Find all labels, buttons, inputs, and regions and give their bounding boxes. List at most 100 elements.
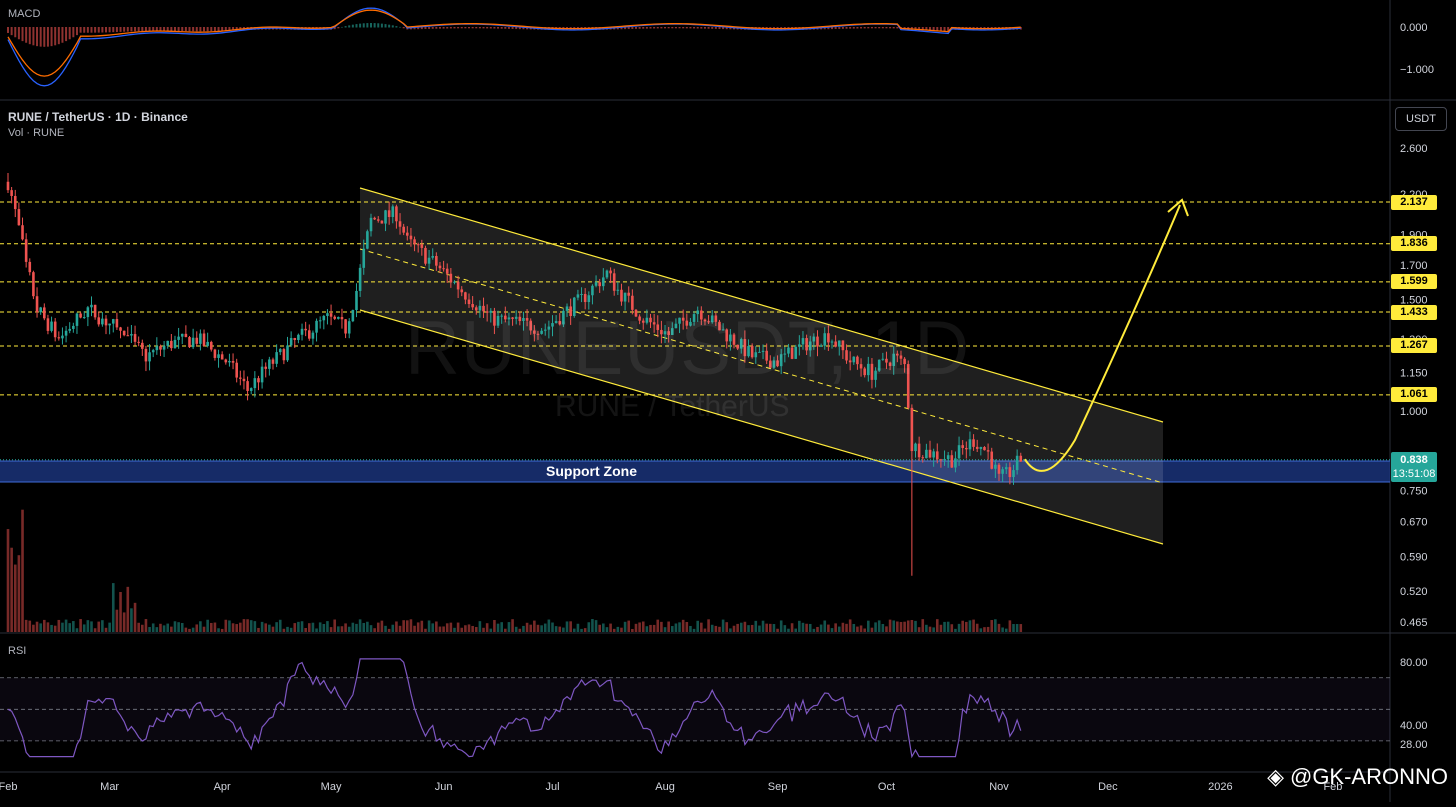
macd-histogram-bar xyxy=(366,23,369,28)
candle-body xyxy=(391,206,395,217)
macd-histogram-bar xyxy=(72,27,75,38)
macd-histogram-bar xyxy=(32,27,35,46)
candle-body xyxy=(438,265,442,269)
macd-histogram-bar xyxy=(380,23,383,28)
candle-body xyxy=(819,345,823,347)
candle-body xyxy=(645,317,649,323)
channel-lower-line[interactable] xyxy=(359,309,1164,545)
volume-bar xyxy=(286,626,289,632)
candle-body xyxy=(681,317,685,321)
volume-bar xyxy=(293,623,297,632)
volume-bar xyxy=(525,622,529,632)
macd-panel[interactable]: 0.000 −1.000 xyxy=(7,7,1434,87)
volume-bar xyxy=(739,622,743,632)
rsi-panel[interactable]: 80.00 40.00 28.00 xyxy=(0,657,1428,759)
volume-bar xyxy=(500,622,503,632)
volume-bar xyxy=(249,620,253,632)
macd-histogram-bar xyxy=(504,27,507,29)
candle-body xyxy=(692,314,696,322)
macd-tick: 0.000 xyxy=(1400,22,1428,34)
macd-histogram-bar xyxy=(522,27,525,30)
macd-histogram-bar xyxy=(333,27,336,30)
level-tag-1.599: 1.599 xyxy=(1391,274,1437,290)
candle-body xyxy=(830,341,834,343)
volume-bar xyxy=(438,626,442,632)
candle-body xyxy=(311,332,315,339)
price-axis[interactable]: 2.6002.2001.9001.7001.5001.3001.1501.000… xyxy=(1400,143,1428,629)
volume-bar xyxy=(594,620,598,632)
macd-histogram-bar xyxy=(649,27,652,29)
candle-body xyxy=(877,359,881,371)
volume-bar xyxy=(696,620,699,632)
candle-body xyxy=(739,339,743,349)
volume-bar xyxy=(798,620,801,632)
volume-bar xyxy=(268,624,271,632)
volume-bar xyxy=(794,628,798,632)
macd-histogram-bar xyxy=(428,27,431,29)
volume-bar xyxy=(634,623,638,632)
candle-body xyxy=(50,321,53,331)
time-tick-Jul: Jul xyxy=(545,781,559,793)
volume-bar xyxy=(856,626,859,632)
time-tick-Aug: Aug xyxy=(655,781,675,793)
candle-body xyxy=(580,293,583,295)
candle-body xyxy=(191,337,195,348)
candle-body xyxy=(300,328,304,335)
candle-body xyxy=(543,329,547,331)
time-axis[interactable]: Feb Mar Apr May Jun Jul Aug Sep Oct Nov Dec 2026 Feb xyxy=(0,781,1342,793)
macd-histogram-bar xyxy=(831,27,834,30)
volume-bar xyxy=(507,622,511,632)
macd-histogram-bar xyxy=(431,27,434,29)
candle-body xyxy=(209,341,213,350)
macd-histogram-bar xyxy=(17,27,20,40)
volume-bar xyxy=(148,627,151,632)
macd-histogram-bar xyxy=(696,27,699,29)
volume-bar xyxy=(979,628,983,632)
candle-body xyxy=(623,292,627,302)
symbol-title[interactable]: RUNE / TetherUS · 1D · Binance xyxy=(8,110,188,124)
support-zone[interactable] xyxy=(0,461,1390,482)
volume-bar xyxy=(13,564,17,632)
candle-body xyxy=(471,304,474,308)
channel-midline[interactable] xyxy=(359,248,1164,484)
volume-bar xyxy=(994,619,997,632)
volume-bar xyxy=(754,620,758,632)
candle-body xyxy=(460,289,464,293)
projection-curve[interactable] xyxy=(1023,204,1181,472)
candle-body xyxy=(133,334,137,342)
volume-bar xyxy=(431,623,435,632)
volume-label[interactable]: Vol · RUNE xyxy=(8,127,65,139)
candle-body xyxy=(928,449,932,458)
volume-bar xyxy=(173,621,177,632)
candle-body xyxy=(406,232,409,236)
volume-bar xyxy=(954,628,957,632)
volume-bar xyxy=(398,625,402,632)
pair-watermark: RUNE / TetherUS xyxy=(555,390,790,423)
macd-histogram-bar xyxy=(424,27,427,29)
volume-bar xyxy=(670,626,674,632)
candle-body xyxy=(395,206,398,222)
macd-histogram-bar xyxy=(925,27,928,31)
channel-upper-line[interactable] xyxy=(359,187,1164,423)
volume-bar xyxy=(228,620,231,632)
macd-histogram-bar xyxy=(50,27,53,47)
candle-body xyxy=(718,321,721,331)
candle-body xyxy=(264,366,268,369)
macd-histogram-bar xyxy=(921,27,924,31)
macd-histogram-bar xyxy=(362,23,365,28)
rsi-panel-label: RSI xyxy=(8,645,27,657)
volume-bar xyxy=(950,624,954,632)
time-tick-Sep: Sep xyxy=(768,781,788,793)
candle-body xyxy=(453,281,456,283)
macd-histogram-bar xyxy=(224,27,227,31)
candle-body xyxy=(68,328,72,331)
macd-histogram-bar xyxy=(634,27,637,29)
level-tag-1.836: 1.836 xyxy=(1391,236,1437,252)
candle-body xyxy=(340,317,344,320)
macd-histogram-bar xyxy=(417,27,420,30)
volume-bar xyxy=(540,625,543,632)
macd-histogram-bar xyxy=(518,27,521,30)
candle-body xyxy=(170,340,173,349)
candle-body xyxy=(213,349,217,358)
currency-button[interactable]: USDT xyxy=(1395,107,1447,131)
